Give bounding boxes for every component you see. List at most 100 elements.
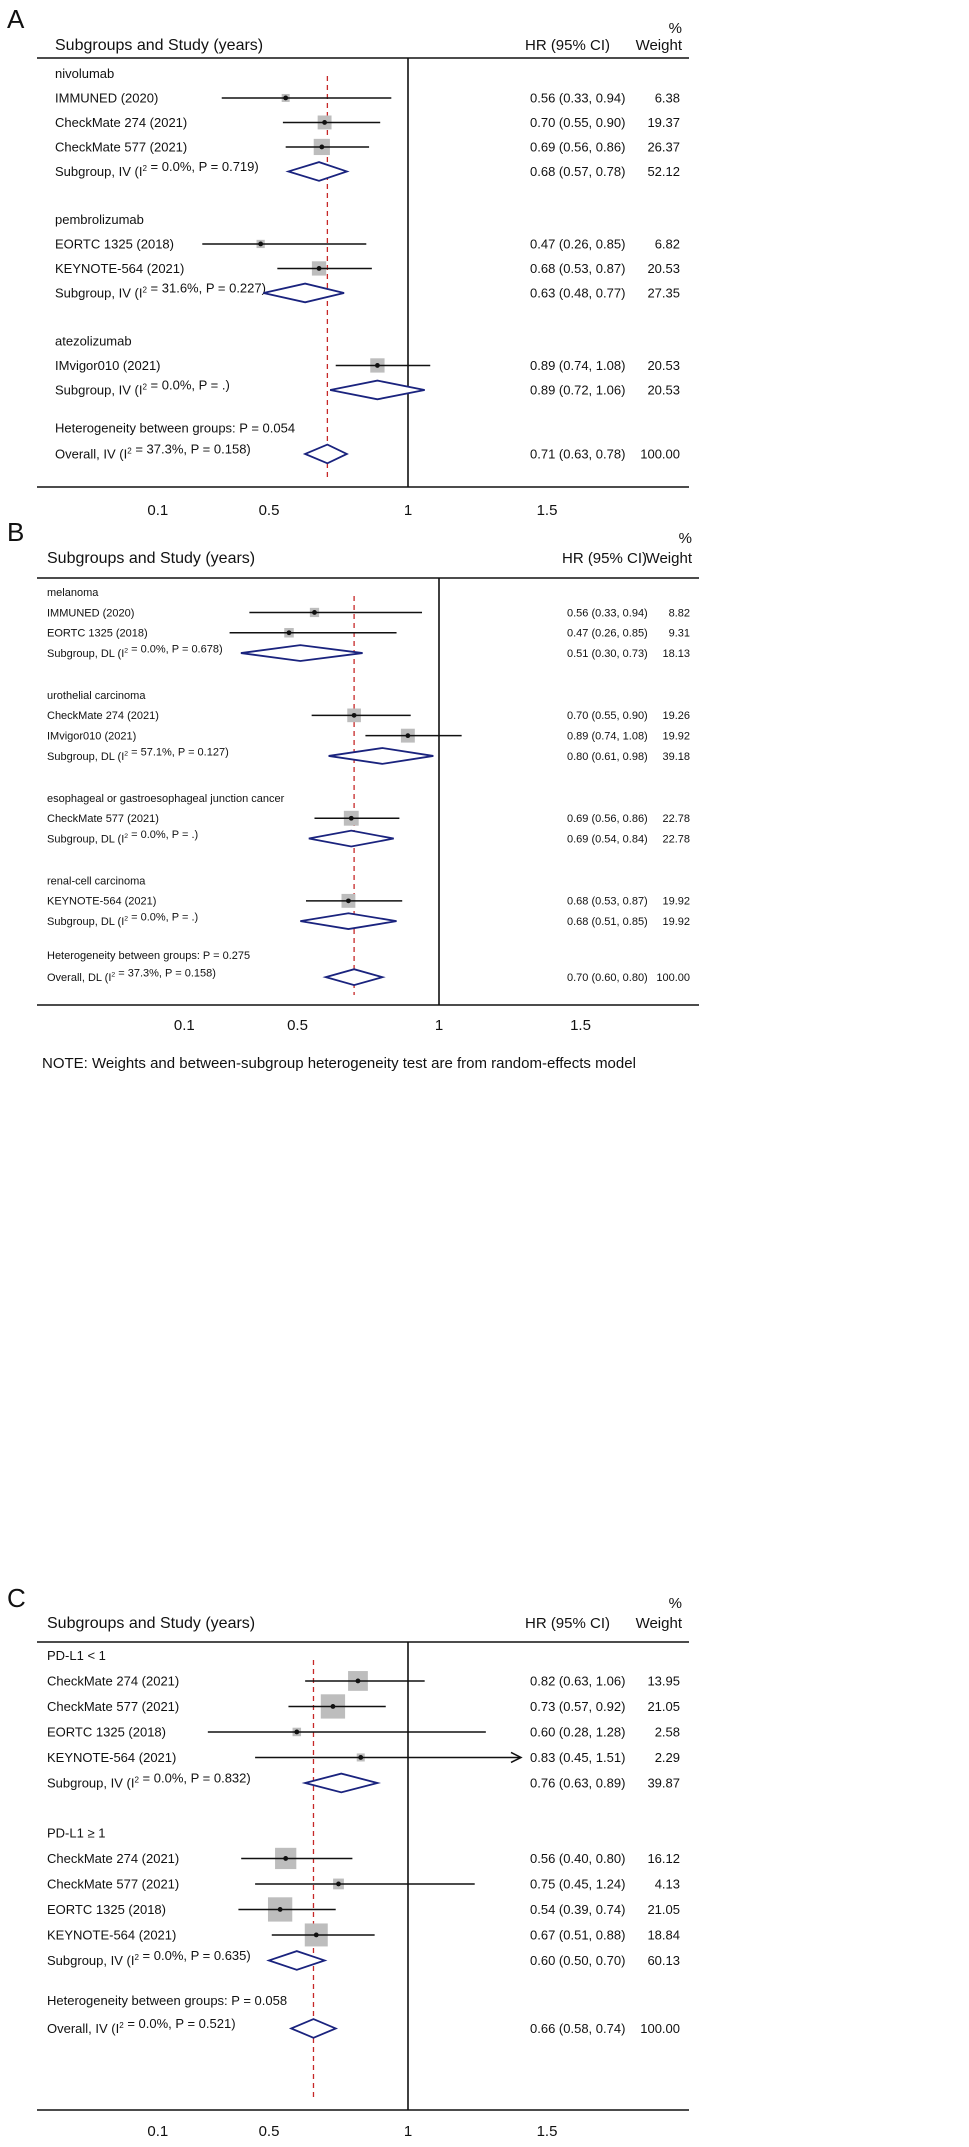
hr-ci-value: 0.83 (0.45, 1.51) xyxy=(530,1750,625,1765)
study-label: IMMUNED (2020) xyxy=(47,607,134,619)
heterogeneity-text: Heterogeneity between groups: P = 0.058 xyxy=(47,1993,287,2008)
hr-ci-value: 0.68 (0.53, 0.87) xyxy=(530,261,625,276)
weight-value: 19.37 xyxy=(647,115,680,130)
study-point xyxy=(336,1881,341,1887)
footnote-text: NOTE: Weights and between-subgroup heter… xyxy=(42,1055,636,1072)
x-tick-label: 1 xyxy=(404,2123,412,2140)
weight-value: 13.95 xyxy=(647,1674,680,1689)
subgroup-label: Subgroup, DL (I2 = 0.0%, P = 0.678) xyxy=(47,644,223,660)
weight-value: 18.13 xyxy=(662,648,690,660)
subgroup-label: Subgroup, DL (I2 = 0.0%, P = .) xyxy=(47,829,198,845)
group-label: pembrolizumab xyxy=(55,212,144,227)
weight-value: 19.92 xyxy=(662,731,690,743)
study-label: CheckMate 274 (2021) xyxy=(47,1851,179,1866)
group-label: atezolizumab xyxy=(55,334,132,349)
study-label: KEYNOTE-564 (2021) xyxy=(47,1928,176,1943)
x-tick-label: 0.1 xyxy=(147,2123,168,2140)
hr-ci-value: 0.63 (0.48, 0.77) xyxy=(530,286,625,301)
header-weight-label: Weight xyxy=(636,37,683,54)
hr-ci-value: 0.89 (0.74, 1.08) xyxy=(530,358,625,373)
ci-arrow xyxy=(510,1751,523,1764)
hr-ci-value: 0.47 (0.26, 0.85) xyxy=(530,237,625,252)
hr-ci-value: 0.75 (0.45, 1.24) xyxy=(530,1877,625,1892)
heterogeneity-text: Heterogeneity between groups: P = 0.275 xyxy=(47,950,250,962)
hr-ci-value: 0.69 (0.54, 0.84) xyxy=(567,833,648,845)
study-point xyxy=(330,1704,336,1709)
study-point xyxy=(312,610,317,615)
hr-ci-value: 0.69 (0.56, 0.86) xyxy=(530,140,625,155)
weight-value: 2.58 xyxy=(655,1725,680,1740)
weight-value: 19.92 xyxy=(662,916,690,928)
weight-value: 27.35 xyxy=(647,286,680,301)
header-study-label: Subgroups and Study (years) xyxy=(47,550,255,567)
x-tick-label: 0.1 xyxy=(147,502,168,519)
hr-ci-value: 0.56 (0.33, 0.94) xyxy=(530,91,625,106)
study-label: IMMUNED (2020) xyxy=(55,91,158,106)
weight-value: 39.18 xyxy=(662,751,690,763)
header-study-label: Subgroups and Study (years) xyxy=(55,37,263,54)
subgroup-label: Subgroup, DL (I2 = 57.1%, P = 0.127) xyxy=(47,746,229,762)
overall-label: Overall, DL (I2 = 37.3%, P = 0.158) xyxy=(47,968,216,984)
subgroup-diamond xyxy=(308,829,394,848)
group-label: nivolumab xyxy=(55,66,114,81)
study-label: CheckMate 577 (2021) xyxy=(47,813,159,825)
subgroup-diamond xyxy=(240,644,363,662)
study-point xyxy=(375,363,380,368)
panel-label: B xyxy=(7,517,24,547)
study-label: CheckMate 577 (2021) xyxy=(47,1877,179,1892)
hr-ci-value: 0.68 (0.53, 0.87) xyxy=(567,896,648,908)
hr-ci-value: 0.47 (0.26, 0.85) xyxy=(567,628,648,640)
hr-ci-value: 0.89 (0.74, 1.08) xyxy=(567,731,648,743)
overall-label: Overall, IV (I2 = 0.0%, P = 0.521) xyxy=(47,2016,236,2036)
hr-ci-value: 0.71 (0.63, 0.78) xyxy=(530,447,625,462)
study-point xyxy=(313,1932,319,1938)
hr-ci-value: 0.66 (0.58, 0.74) xyxy=(530,2021,625,2036)
subgroup-diamond xyxy=(300,912,397,930)
study-point xyxy=(358,1755,364,1760)
group-label: PD-L1 < 1 xyxy=(47,1648,106,1663)
x-tick-label: 1 xyxy=(404,502,412,519)
weight-value: 20.53 xyxy=(647,383,680,398)
x-tick-label: 0.5 xyxy=(259,2123,280,2140)
header-hr-label: HR (95% CI) xyxy=(525,37,610,54)
subgroup-label: Subgroup, IV (I2 = 0.0%, P = 0.635) xyxy=(47,1948,251,1968)
hr-ci-value: 0.51 (0.30, 0.73) xyxy=(567,648,648,660)
subgroup-diamond xyxy=(263,282,345,304)
x-tick-label: 1 xyxy=(435,1017,443,1034)
header-weight-label: Weight xyxy=(646,550,693,567)
hr-ci-value: 0.89 (0.72, 1.06) xyxy=(530,383,625,398)
study-point xyxy=(405,733,411,739)
subgroup-label: Subgroup, IV (I2 = 31.6%, P = 0.227) xyxy=(55,280,266,300)
x-tick-label: 0.5 xyxy=(259,502,280,519)
panel-label: A xyxy=(7,4,25,34)
hr-ci-value: 0.56 (0.33, 0.94) xyxy=(567,607,648,619)
study-point xyxy=(348,815,354,821)
header-weight-pct: % xyxy=(679,530,692,547)
study-point xyxy=(346,898,351,904)
study-label: KEYNOTE-564 (2021) xyxy=(47,1750,176,1765)
weight-value: 20.53 xyxy=(647,358,680,373)
study-label: EORTC 1325 (2018) xyxy=(47,628,148,640)
heterogeneity-text: Heterogeneity between groups: P = 0.054 xyxy=(55,421,295,436)
weight-value: 21.05 xyxy=(647,1699,680,1714)
study-label: EORTC 1325 (2018) xyxy=(47,1725,166,1740)
group-label: esophageal or gastroesophageal junction … xyxy=(47,793,285,805)
study-point xyxy=(294,1729,300,1735)
weight-value: 52.12 xyxy=(647,164,680,179)
hr-ci-value: 0.70 (0.55, 0.90) xyxy=(530,115,625,130)
hr-ci-value: 0.76 (0.63, 0.89) xyxy=(530,1776,625,1791)
header-hr-label: HR (95% CI) xyxy=(525,1615,610,1632)
study-point xyxy=(319,144,325,150)
weight-value: 16.12 xyxy=(647,1851,680,1866)
study-point xyxy=(258,241,264,247)
weight-value: 9.31 xyxy=(669,628,690,640)
header-study-label: Subgroups and Study (years) xyxy=(47,1615,255,1632)
study-label: KEYNOTE-564 (2021) xyxy=(55,261,184,276)
study-label: CheckMate 274 (2021) xyxy=(47,710,159,722)
hr-ci-value: 0.80 (0.61, 0.98) xyxy=(567,751,648,763)
weight-value: 8.82 xyxy=(669,607,690,619)
hr-ci-value: 0.60 (0.50, 0.70) xyxy=(530,1953,625,1968)
x-tick-label: 1.5 xyxy=(537,502,558,519)
